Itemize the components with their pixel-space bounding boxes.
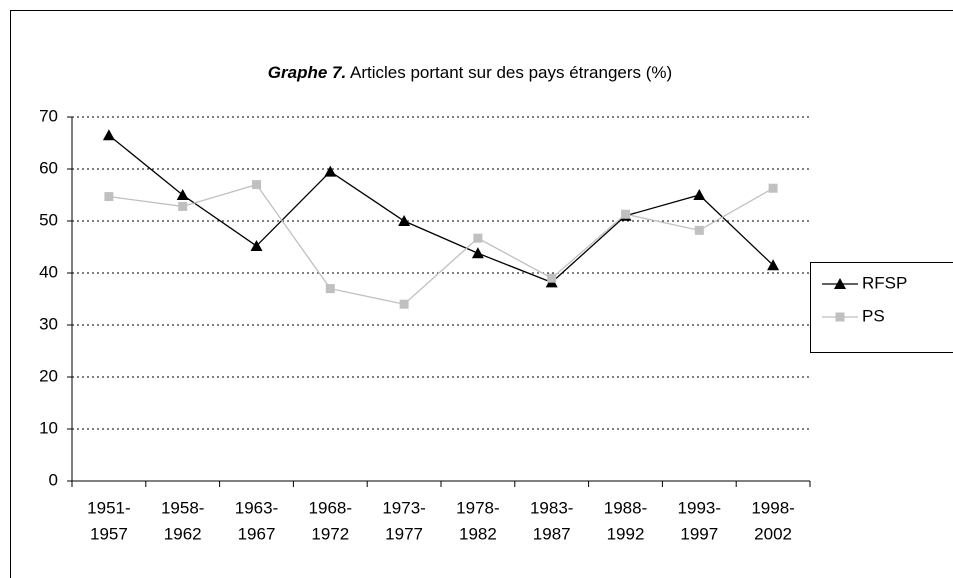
x-tick-label: 1973- xyxy=(382,498,425,517)
point xyxy=(834,278,846,289)
y-tick-label: 40 xyxy=(39,262,58,281)
point xyxy=(102,129,115,141)
point xyxy=(694,225,704,235)
point xyxy=(767,259,780,271)
series-line xyxy=(108,134,774,284)
x-tick-label: 1963- xyxy=(235,498,278,517)
x-tick-label: 1962 xyxy=(164,524,202,543)
x-tick-label: 1968- xyxy=(309,498,352,517)
legend-box xyxy=(810,262,953,353)
y-tick-label: 0 xyxy=(49,470,58,489)
point xyxy=(178,201,188,211)
x-tick-label: 1997 xyxy=(680,524,718,543)
point xyxy=(471,247,484,259)
title-text: Articles portant sur des pays étrangers … xyxy=(350,63,672,82)
x-tick-label: 1972 xyxy=(311,524,349,543)
x-tick-label: 2002 xyxy=(754,524,792,543)
legend-label: PS xyxy=(862,306,885,325)
point xyxy=(473,233,483,243)
x-tick-label: 1958- xyxy=(161,498,204,517)
point xyxy=(399,299,409,309)
x-tick-label: 1992 xyxy=(607,524,645,543)
y-tick-label: 30 xyxy=(39,314,58,333)
chart-title: Graphe 7. Articles portant sur des pays … xyxy=(268,63,672,82)
point xyxy=(835,312,845,322)
point xyxy=(104,192,114,202)
point xyxy=(398,215,411,226)
x-tick-label: 1993- xyxy=(678,498,721,517)
point xyxy=(324,165,337,177)
x-tick-label: 1951- xyxy=(87,498,130,517)
x-tick-label: 1987 xyxy=(533,524,571,543)
x-tick-label: 1977 xyxy=(385,524,423,543)
series-line xyxy=(108,183,774,305)
point xyxy=(621,209,630,219)
x-tick-label: 1957 xyxy=(90,524,128,543)
point xyxy=(252,180,261,190)
point xyxy=(176,189,189,200)
x-tick-label: 1978- xyxy=(456,498,499,517)
point xyxy=(768,183,778,193)
y-tick-label: 50 xyxy=(39,210,58,229)
point xyxy=(250,239,263,251)
point xyxy=(693,189,706,200)
x-tick-label: 1983- xyxy=(530,498,573,517)
point xyxy=(325,284,335,294)
y-tick-label: 20 xyxy=(39,366,58,385)
y-tick-label: 70 xyxy=(39,106,58,125)
x-tick-label: 1998- xyxy=(751,498,794,517)
point xyxy=(547,273,557,283)
title-label: Graphe 7. xyxy=(268,63,346,82)
y-tick-label: 60 xyxy=(39,158,58,177)
chart-frame xyxy=(10,10,953,578)
x-tick-label: 1982 xyxy=(459,524,497,543)
legend-label: RFSP xyxy=(862,273,907,292)
y-tick-label: 10 xyxy=(39,418,58,437)
x-tick-label: 1988- xyxy=(604,498,647,517)
x-tick-label: 1967 xyxy=(238,524,276,543)
